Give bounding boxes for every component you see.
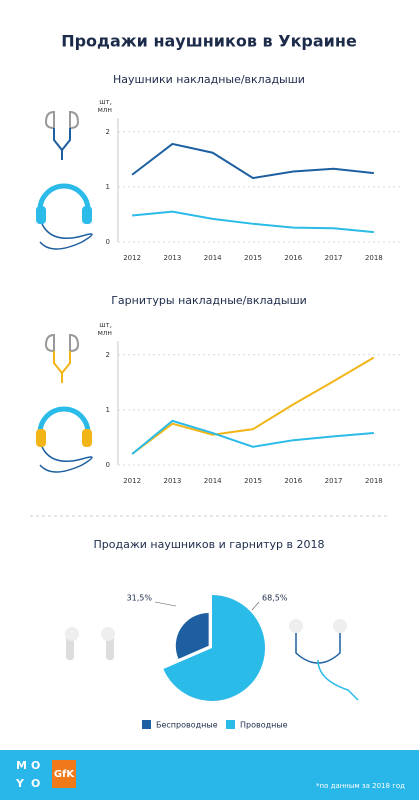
- headphones-icon: [36, 406, 93, 473]
- y-axis-label: шт, млн: [97, 321, 112, 337]
- value-label: 31,5%: [127, 594, 153, 603]
- x-tick-label: 2014: [204, 254, 222, 262]
- leader-line: [251, 601, 260, 611]
- logo-letter: O: [31, 777, 40, 790]
- earbuds-icon: [44, 333, 80, 383]
- x-tick-label: 2017: [325, 254, 343, 262]
- y-axis-label: шт, млн: [97, 98, 112, 114]
- x-tick-label: 2016: [284, 254, 302, 262]
- y-axis-label-box: шт, млн: [97, 98, 112, 114]
- leader-line: [154, 601, 177, 607]
- chart-title: Наушники накладные/вкладыши: [113, 73, 305, 86]
- x-tick-label: 2014: [204, 477, 222, 485]
- x-tick-label: 2017: [325, 477, 343, 485]
- partner-logo: GfK: [54, 769, 76, 780]
- logo-letter: M: [16, 759, 27, 772]
- legend-label: Проводные: [240, 721, 288, 730]
- chart-title: Гарнитуры накладные/вкладыши: [111, 294, 307, 307]
- y-tick-label: 1: [106, 183, 110, 191]
- pie-slice: [175, 612, 209, 659]
- x-tick-label: 2012: [123, 254, 141, 262]
- y-tick-label: 2: [106, 351, 110, 359]
- y-tick-label: 2: [106, 128, 110, 136]
- x-tick-label: 2012: [123, 477, 141, 485]
- line-series: [131, 419, 374, 455]
- y-axis-label-box: шт, млн: [97, 321, 112, 337]
- headphones-icon: [36, 183, 93, 250]
- x-tick-label: 2013: [164, 477, 182, 485]
- y-tick-label: 0: [106, 461, 110, 469]
- x-tick-label: 2015: [244, 477, 262, 485]
- y-tick-label: 0: [106, 238, 110, 246]
- x-tick-label: 2016: [284, 477, 302, 485]
- line-series: [131, 142, 374, 180]
- x-tick-label: 2018: [365, 254, 383, 262]
- legend-label: Беспроводные: [156, 721, 218, 730]
- logo-letter: Y: [15, 777, 25, 790]
- line-series: [131, 356, 375, 455]
- chart-title: Продажи наушников и гарнитур в 2018: [94, 538, 325, 551]
- wired-earbuds-icon: [289, 619, 359, 701]
- earbuds-icon: [44, 110, 80, 160]
- footnote: *по данным за 2018 год: [316, 782, 405, 790]
- page-title: Продажи наушников в Украине: [61, 32, 357, 51]
- partner-logo-box: [52, 760, 76, 788]
- x-tick-label: 2018: [365, 477, 383, 485]
- legend-swatch: [142, 720, 151, 729]
- x-tick-label: 2013: [164, 254, 182, 262]
- pie-slice: [163, 595, 266, 701]
- legend-swatch: [226, 720, 235, 729]
- wireless-earbuds-icon: [65, 627, 115, 660]
- value-label: 68,5%: [262, 594, 288, 603]
- y-tick-label: 1: [106, 406, 110, 414]
- line-series: [132, 210, 374, 234]
- x-tick-label: 2015: [244, 254, 262, 262]
- logo-letter: O: [31, 759, 40, 772]
